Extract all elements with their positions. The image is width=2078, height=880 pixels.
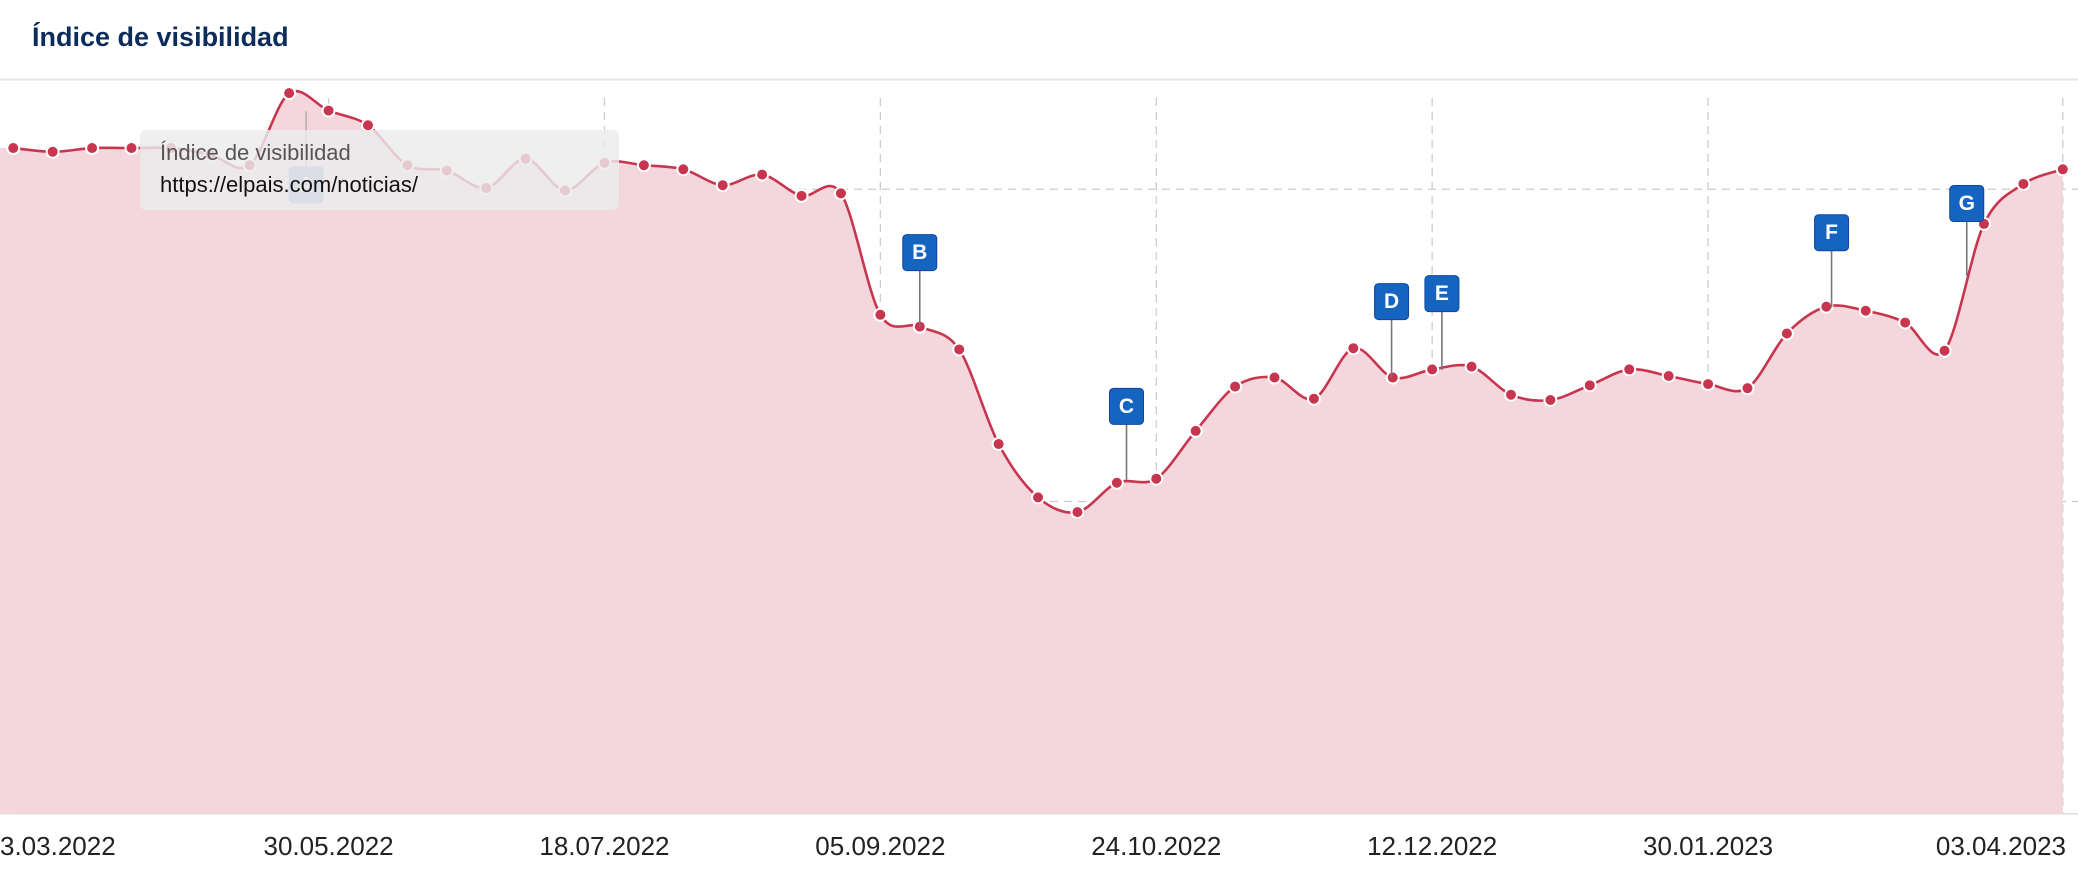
point — [1543, 393, 1558, 408]
point — [794, 188, 809, 203]
point — [1109, 475, 1124, 490]
point — [755, 167, 770, 182]
point — [6, 141, 21, 156]
event-badge — [1949, 185, 1985, 223]
point — [715, 178, 730, 193]
area — [0, 91, 2063, 814]
point — [833, 186, 848, 201]
point — [873, 307, 888, 322]
point — [1819, 299, 1834, 314]
point — [1701, 377, 1716, 392]
event-label: D — [1384, 290, 1399, 313]
point — [1937, 343, 1952, 358]
event-marker: D — [1374, 283, 1410, 378]
event-label: C — [1119, 395, 1134, 418]
point — [360, 118, 375, 133]
x-tick-label: 30.01.2023 — [1643, 831, 1773, 861]
point — [85, 141, 100, 156]
point — [1740, 381, 1755, 396]
point — [1858, 303, 1873, 318]
event-marker: E — [1424, 275, 1460, 370]
point — [1228, 379, 1243, 394]
point — [1898, 315, 1913, 330]
point — [991, 437, 1006, 452]
point — [1504, 387, 1519, 402]
point — [1582, 378, 1597, 393]
point — [2055, 162, 2070, 177]
event-label: F — [1825, 221, 1838, 244]
point — [636, 158, 651, 173]
point — [1188, 423, 1203, 438]
event-label: B — [912, 241, 927, 264]
event-marker: F — [1814, 214, 1850, 308]
point — [1149, 471, 1164, 486]
event-badge — [1424, 275, 1460, 313]
event-badge — [1109, 387, 1145, 425]
point — [1779, 326, 1794, 341]
x-tick-label: 05.09.2022 — [815, 831, 945, 861]
tooltip-title: Índice de visibilidad — [160, 140, 351, 165]
point — [124, 141, 139, 156]
tooltip-series: https://elpais.com/noticias/ — [160, 172, 419, 197]
x-tick-label: 30.05.2022 — [263, 831, 393, 861]
event-badge — [1814, 214, 1850, 252]
point — [282, 86, 297, 101]
x-tick-label: 12.12.2022 — [1367, 831, 1497, 861]
event-badge — [902, 234, 938, 272]
point — [45, 144, 60, 159]
point — [321, 103, 336, 118]
x-tick-label: 03.04.2023 — [1936, 831, 2066, 861]
point — [676, 162, 691, 177]
point — [952, 342, 967, 357]
point — [1661, 368, 1676, 383]
point — [2016, 176, 2031, 191]
x-tick-label: 18.07.2022 — [539, 831, 669, 861]
point — [1425, 362, 1440, 377]
event-marker: B — [902, 234, 938, 328]
event-label: E — [1435, 282, 1449, 305]
event-marker: G — [1949, 185, 1985, 276]
event-marker: C — [1109, 387, 1145, 480]
event-badge — [1374, 283, 1410, 321]
area-edge — [0, 148, 14, 814]
x-tick-label: 3.03.2022 — [0, 831, 116, 861]
panel-title: Índice de visibilidad — [32, 21, 289, 52]
tooltip — [140, 130, 619, 210]
point — [1346, 341, 1361, 356]
event-label: G — [1959, 192, 1975, 215]
x-tick-label: 24.10.2022 — [1091, 831, 1221, 861]
point — [1031, 490, 1046, 505]
point — [1385, 370, 1400, 385]
point — [1622, 362, 1637, 377]
point — [1070, 505, 1085, 520]
point — [1464, 359, 1479, 374]
point — [1267, 370, 1282, 385]
point — [1306, 391, 1321, 406]
